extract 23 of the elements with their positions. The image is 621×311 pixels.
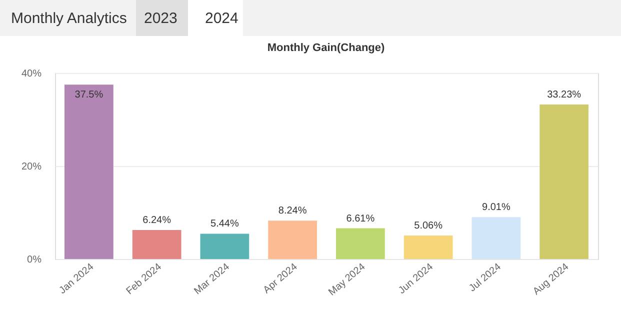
bar <box>200 234 250 259</box>
data-label: 8.24% <box>278 206 307 217</box>
text: 2024 <box>205 10 238 27</box>
bar <box>268 220 317 259</box>
text: Monthly Analytics <box>11 10 127 27</box>
data-label: 5.06% <box>414 220 443 232</box>
y-tick-label: 40% <box>21 68 42 80</box>
bar <box>64 84 114 259</box>
data-label: 33.23% <box>547 89 582 100</box>
bar <box>472 217 521 259</box>
y-tick-label: 20% <box>21 162 42 172</box>
bar <box>404 235 453 259</box>
data-label: 37.5% <box>74 90 104 101</box>
y-tick-label: 0% <box>27 254 42 266</box>
data-label: 5.44% <box>210 218 239 230</box>
bar <box>336 228 385 259</box>
data-label: 6.24% <box>142 214 172 226</box>
data-label: 9.01% <box>482 202 510 214</box>
text: 2023 <box>144 10 178 27</box>
chart-title: Monthly Gain(Change) <box>267 42 385 54</box>
data-label: 6.61% <box>346 213 375 224</box>
bar <box>132 230 182 259</box>
bar <box>540 104 588 259</box>
